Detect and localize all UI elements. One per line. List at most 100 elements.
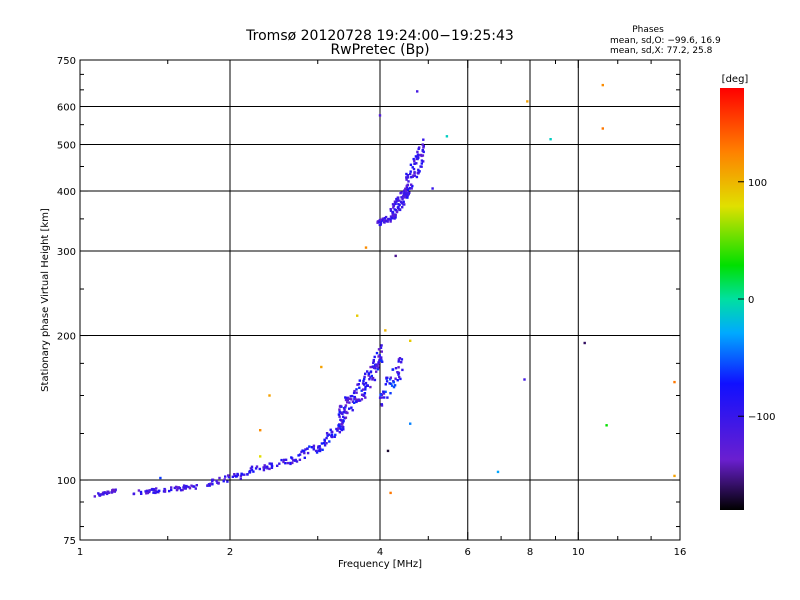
data-point [380, 344, 383, 347]
data-point [139, 490, 143, 494]
data-point [386, 396, 389, 399]
data-point [389, 376, 392, 379]
data-point [390, 384, 394, 387]
data-point [140, 492, 143, 495]
data-point [346, 398, 349, 402]
data-point [415, 162, 418, 165]
data-point [295, 460, 299, 463]
y-tick-label: 300 [57, 247, 76, 258]
data-point [392, 385, 396, 389]
data-point [413, 171, 416, 175]
data-point [366, 384, 369, 387]
data-point [206, 484, 209, 487]
data-point [329, 428, 332, 431]
data-point [413, 159, 416, 163]
data-point [406, 174, 409, 177]
data-point [176, 486, 180, 489]
data-point [262, 468, 266, 472]
data-point [357, 398, 360, 401]
data-point [372, 366, 376, 370]
data-point [312, 447, 315, 450]
data-point [420, 162, 423, 165]
data-point [431, 187, 434, 190]
data-point [325, 436, 328, 440]
data-point [403, 189, 406, 192]
data-point [181, 488, 184, 492]
data-point [416, 155, 419, 158]
data-point [383, 396, 386, 399]
data-point [384, 383, 387, 386]
data-point [393, 200, 397, 203]
data-point [364, 388, 367, 391]
data-point [377, 361, 380, 364]
data-point [338, 408, 341, 411]
data-point [270, 462, 273, 465]
data-point [235, 475, 238, 478]
data-point [389, 209, 393, 212]
data-point [187, 485, 190, 489]
data-point [369, 365, 372, 369]
data-point [394, 254, 397, 258]
data-point [303, 451, 306, 455]
data-point [333, 435, 336, 438]
x-tick-label: 16 [674, 547, 687, 558]
data-point [356, 383, 359, 386]
data-point [373, 378, 377, 382]
data-point [330, 433, 334, 436]
data-point [145, 492, 148, 495]
data-point [168, 489, 171, 493]
data-point [334, 433, 337, 437]
data-point [405, 184, 409, 188]
data-point [380, 359, 383, 362]
data-point [227, 476, 231, 479]
data-point [376, 368, 380, 371]
data-point [193, 485, 196, 488]
data-point [344, 398, 348, 402]
data-point [345, 397, 348, 400]
data-point [154, 491, 157, 495]
data-point [178, 486, 182, 490]
data-point [389, 208, 392, 211]
data-point [182, 484, 186, 487]
y-axis-label: Stationary phase Virtual Height [km] [40, 208, 51, 392]
data-point [374, 367, 377, 370]
data-point [392, 215, 395, 219]
data-point [159, 476, 162, 480]
x-tick-label: 8 [527, 547, 533, 558]
data-point [422, 160, 425, 163]
data-point [320, 442, 324, 445]
data-point [93, 495, 96, 498]
data-point [389, 378, 392, 381]
data-point [348, 407, 351, 410]
data-point [393, 208, 396, 211]
data-point [371, 378, 374, 381]
data-point [404, 196, 407, 199]
data-point [328, 433, 331, 436]
data-point [408, 187, 412, 190]
data-point [405, 172, 408, 176]
data-point [369, 385, 372, 389]
data-point [255, 465, 259, 468]
data-point [152, 491, 155, 494]
data-point [350, 398, 353, 401]
data-point [397, 371, 401, 375]
data-point [401, 368, 404, 372]
data-point [368, 378, 371, 381]
data-point [363, 375, 366, 379]
data-point [110, 490, 114, 494]
data-point [384, 219, 387, 223]
data-point [364, 381, 368, 385]
data-point [422, 138, 425, 141]
data-point [349, 395, 352, 398]
data-point [400, 358, 404, 361]
data-point [344, 404, 348, 407]
colorbar-tick-label: 0 [748, 295, 754, 306]
data-point [406, 191, 410, 195]
data-point [396, 199, 399, 202]
data-point [373, 355, 376, 359]
data-point [144, 490, 147, 493]
data-point [412, 157, 415, 161]
data-point [379, 220, 382, 224]
data-point [416, 90, 419, 93]
data-point [394, 214, 397, 217]
